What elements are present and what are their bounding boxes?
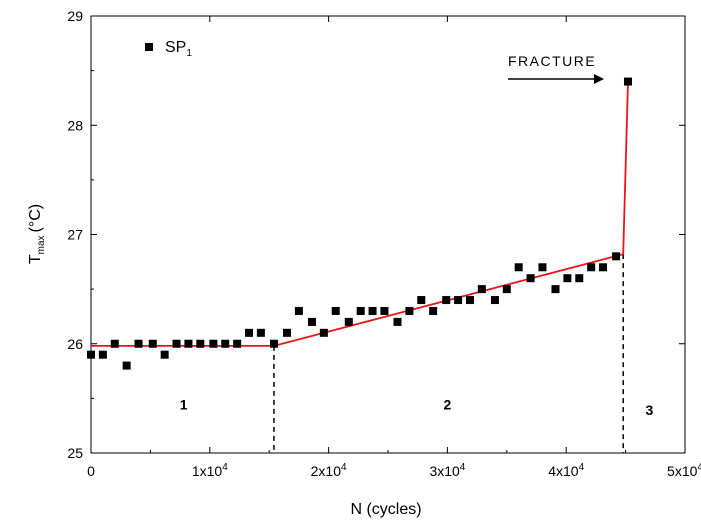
- data-point: [563, 274, 572, 283]
- legend-label-main: SP: [165, 39, 186, 56]
- x-tick-label-mantissa: 0: [87, 463, 95, 479]
- legend-marker: [145, 43, 153, 51]
- x-tick-label: 2x104: [311, 462, 347, 479]
- legend-label-sub: 1: [186, 48, 192, 59]
- x-tick-label: 1x104: [192, 462, 228, 479]
- data-point: [368, 306, 377, 315]
- data-point: [319, 328, 328, 337]
- y-tick-label: 29: [67, 8, 83, 24]
- x-tick-label-mantissa: 4x10: [548, 463, 579, 479]
- x-tick-label-exponent: 4: [697, 462, 701, 473]
- fracture-arrow-head: [594, 74, 604, 84]
- y-axis-label-unit: (°C): [27, 204, 44, 233]
- fracture-annotation: FRACTURE: [508, 53, 596, 69]
- x-tick-label-exponent: 4: [579, 462, 585, 473]
- x-axis-label: N (cycles): [350, 501, 421, 518]
- data-point: [196, 339, 205, 348]
- x-tick-label-exponent: 4: [341, 462, 347, 473]
- data-point: [405, 306, 414, 315]
- data-point: [393, 317, 402, 326]
- x-tick-label: 5x104: [667, 462, 701, 479]
- data-point: [233, 339, 242, 348]
- data-point: [256, 328, 265, 337]
- x-tick-label: 3x104: [429, 462, 465, 479]
- data-point: [454, 296, 463, 305]
- data-point: [551, 285, 560, 294]
- data-point: [221, 339, 230, 348]
- stage-dividers: [273, 254, 624, 453]
- data-point: [209, 339, 218, 348]
- data-point: [283, 328, 292, 337]
- data-point: [245, 328, 254, 337]
- data-point: [172, 339, 181, 348]
- stage-labels: 1 2 3: [180, 396, 654, 417]
- x-tick-label-exponent: 4: [460, 462, 466, 473]
- legend-label: SP1: [165, 39, 192, 59]
- stage-label: 3: [645, 402, 653, 418]
- data-point: [442, 296, 451, 305]
- data-point: [148, 339, 157, 348]
- data-point: [98, 350, 107, 359]
- data-point: [344, 317, 353, 326]
- data-point: [599, 263, 608, 272]
- data-point: [269, 339, 278, 348]
- data-point: [623, 77, 632, 86]
- data-point: [417, 296, 426, 305]
- data-point: [514, 263, 523, 272]
- data-point: [538, 263, 547, 272]
- data-point: [134, 339, 143, 348]
- y-axis-label: Tmax (°C): [27, 204, 47, 264]
- y-tick-label: 26: [67, 336, 83, 352]
- data-point: [356, 306, 365, 315]
- data-point: [160, 350, 169, 359]
- data-point: [307, 317, 316, 326]
- x-tick-label-exponent: 4: [222, 462, 228, 473]
- x-tick-label-mantissa: 2x10: [311, 463, 342, 479]
- data-point: [490, 296, 499, 305]
- x-tick-label: 4x104: [548, 462, 584, 479]
- data-point: [331, 306, 340, 315]
- x-tick-label-mantissa: 5x10: [667, 463, 698, 479]
- data-point: [465, 296, 474, 305]
- y-tick-label: 25: [67, 445, 83, 461]
- x-tick-label: 0: [87, 463, 95, 479]
- x-tick-label-mantissa: 1x10: [192, 463, 223, 479]
- x-tick-label-mantissa: 3x10: [429, 463, 460, 479]
- data-point: [587, 263, 596, 272]
- data-point: [184, 339, 193, 348]
- y-tick-label: 28: [67, 117, 83, 133]
- data-point: [87, 350, 95, 359]
- y-axis-label-sub: max: [36, 235, 47, 254]
- data-point: [110, 339, 119, 348]
- fit-line: [91, 81, 629, 347]
- data-point: [380, 306, 389, 315]
- data-point: [122, 361, 131, 370]
- data-point: [294, 306, 303, 315]
- data-point: [477, 285, 486, 294]
- data-point: [612, 252, 621, 261]
- data-point: [502, 285, 511, 294]
- data-point: [429, 306, 438, 315]
- data-point: [526, 274, 535, 283]
- y-axis-label-main: T: [27, 254, 44, 264]
- data-points: [87, 77, 632, 370]
- data-point: [575, 274, 584, 283]
- stage-label: 2: [444, 396, 452, 412]
- stage-label: 1: [180, 396, 188, 412]
- y-tick-label: 27: [67, 227, 83, 243]
